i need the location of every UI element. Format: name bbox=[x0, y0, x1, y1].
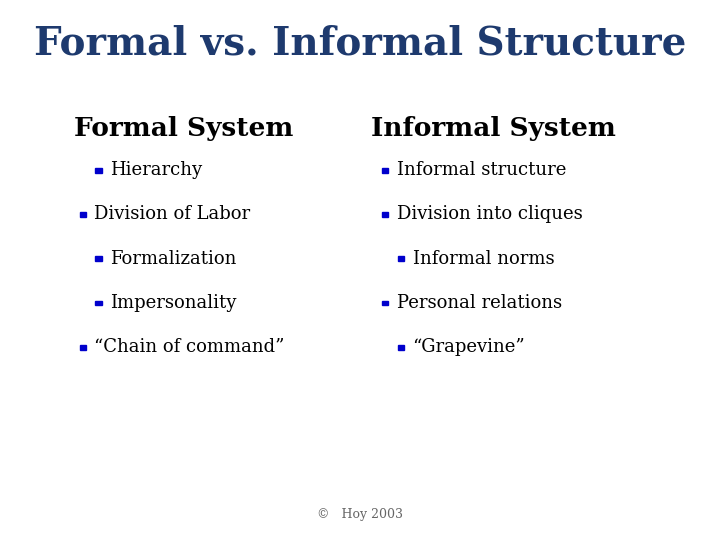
Text: Informal norms: Informal norms bbox=[413, 249, 554, 268]
Bar bbox=[95, 256, 102, 261]
Bar bbox=[95, 300, 102, 305]
Bar bbox=[382, 167, 389, 172]
Bar bbox=[398, 256, 405, 261]
Text: Informal System: Informal System bbox=[371, 116, 616, 141]
Bar bbox=[382, 212, 389, 217]
Text: Formal vs. Informal Structure: Formal vs. Informal Structure bbox=[34, 24, 686, 62]
Bar bbox=[79, 212, 86, 217]
Text: Division into cliques: Division into cliques bbox=[397, 205, 582, 224]
Text: Informal structure: Informal structure bbox=[397, 161, 566, 179]
Bar bbox=[382, 300, 389, 305]
Text: Hierarchy: Hierarchy bbox=[110, 161, 202, 179]
Bar bbox=[398, 345, 405, 350]
Text: Formal System: Formal System bbox=[74, 116, 293, 141]
Text: “Chain of command”: “Chain of command” bbox=[94, 338, 285, 356]
Bar bbox=[79, 345, 86, 350]
Text: Division of Labor: Division of Labor bbox=[94, 205, 251, 224]
Text: “Grapevine”: “Grapevine” bbox=[413, 338, 526, 356]
Bar bbox=[95, 167, 102, 172]
Text: Formalization: Formalization bbox=[110, 249, 237, 268]
Text: Personal relations: Personal relations bbox=[397, 294, 562, 312]
Text: ©   Hoy 2003: © Hoy 2003 bbox=[317, 508, 403, 521]
Text: Impersonality: Impersonality bbox=[110, 294, 237, 312]
